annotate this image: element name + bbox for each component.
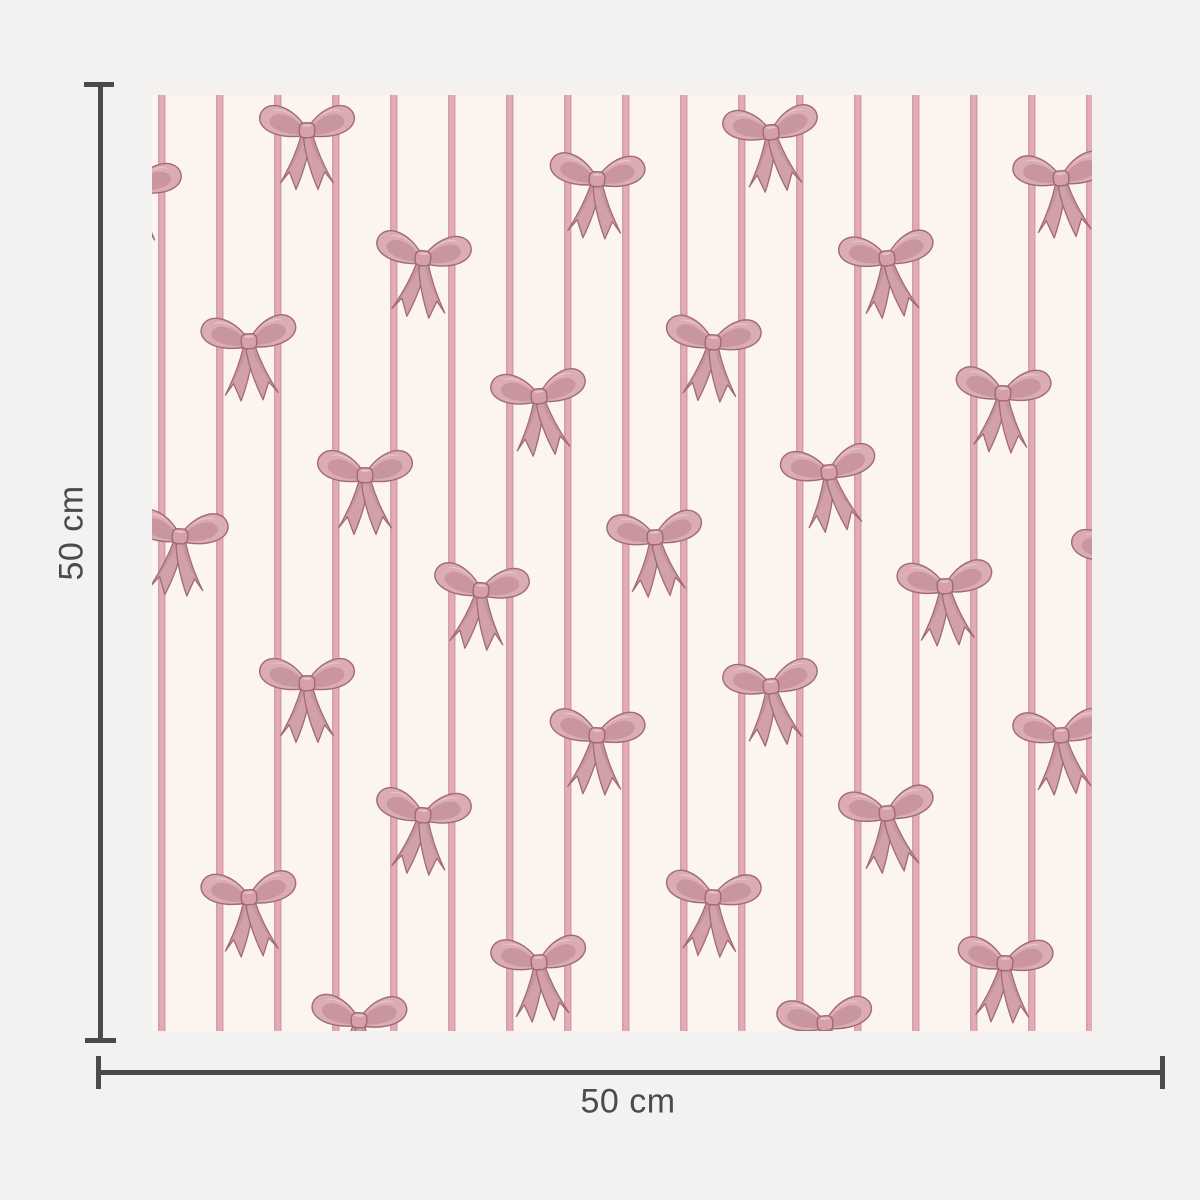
- ribbon-bow: [488, 366, 593, 461]
- width-dimension-label: 50 cm: [580, 1082, 676, 1121]
- height-dimension-line: [98, 84, 103, 1041]
- ribbon-stripes: [152, 95, 1092, 1031]
- bow-pattern-layer: [152, 95, 1092, 1031]
- ribbon-bow: [1070, 528, 1092, 615]
- ribbon-bow: [953, 935, 1055, 1026]
- ribbon-bow: [895, 558, 997, 649]
- height-dimension-label: 50 cm: [52, 485, 91, 581]
- ribbon-bow: [258, 104, 356, 191]
- wallpaper-swatch: [152, 95, 1092, 1031]
- ribbon-bow: [720, 656, 825, 751]
- ribbon-bow: [369, 785, 474, 880]
- ribbon-bow: [545, 707, 647, 798]
- height-dimension-cap-top: [84, 82, 114, 87]
- ribbon-bow: [199, 869, 301, 960]
- ribbon-bow: [152, 155, 184, 250]
- ribbon-bow: [369, 228, 474, 323]
- ribbon-bow: [660, 313, 763, 406]
- width-dimension-line: [98, 1070, 1165, 1075]
- ribbon-bow: [778, 441, 884, 538]
- ribbon-bow: [720, 102, 825, 197]
- ribbon-bow: [308, 993, 408, 1031]
- ribbon-bow: [1011, 706, 1092, 799]
- width-dimension-cap-left: [96, 1056, 101, 1089]
- ribbon-bow: [951, 365, 1053, 456]
- ribbon-bow: [545, 151, 647, 242]
- ribbon-bow: [775, 994, 878, 1031]
- ribbon-bow: [660, 868, 763, 961]
- ribbon-bow: [258, 657, 356, 744]
- ribbon-bow: [605, 508, 708, 601]
- width-dimension-cap-right: [1160, 1056, 1165, 1089]
- ribbon-bow: [199, 313, 301, 404]
- ribbon-bow: [152, 507, 230, 600]
- ribbon-bow: [316, 449, 414, 536]
- ribbon-bow: [489, 933, 592, 1026]
- ribbon-bow: [836, 783, 942, 878]
- height-dimension-cap-bottom: [85, 1038, 116, 1043]
- ribbon-bow: [1011, 149, 1092, 242]
- ribbon-bow: [427, 560, 532, 655]
- ribbon-bow: [836, 228, 942, 323]
